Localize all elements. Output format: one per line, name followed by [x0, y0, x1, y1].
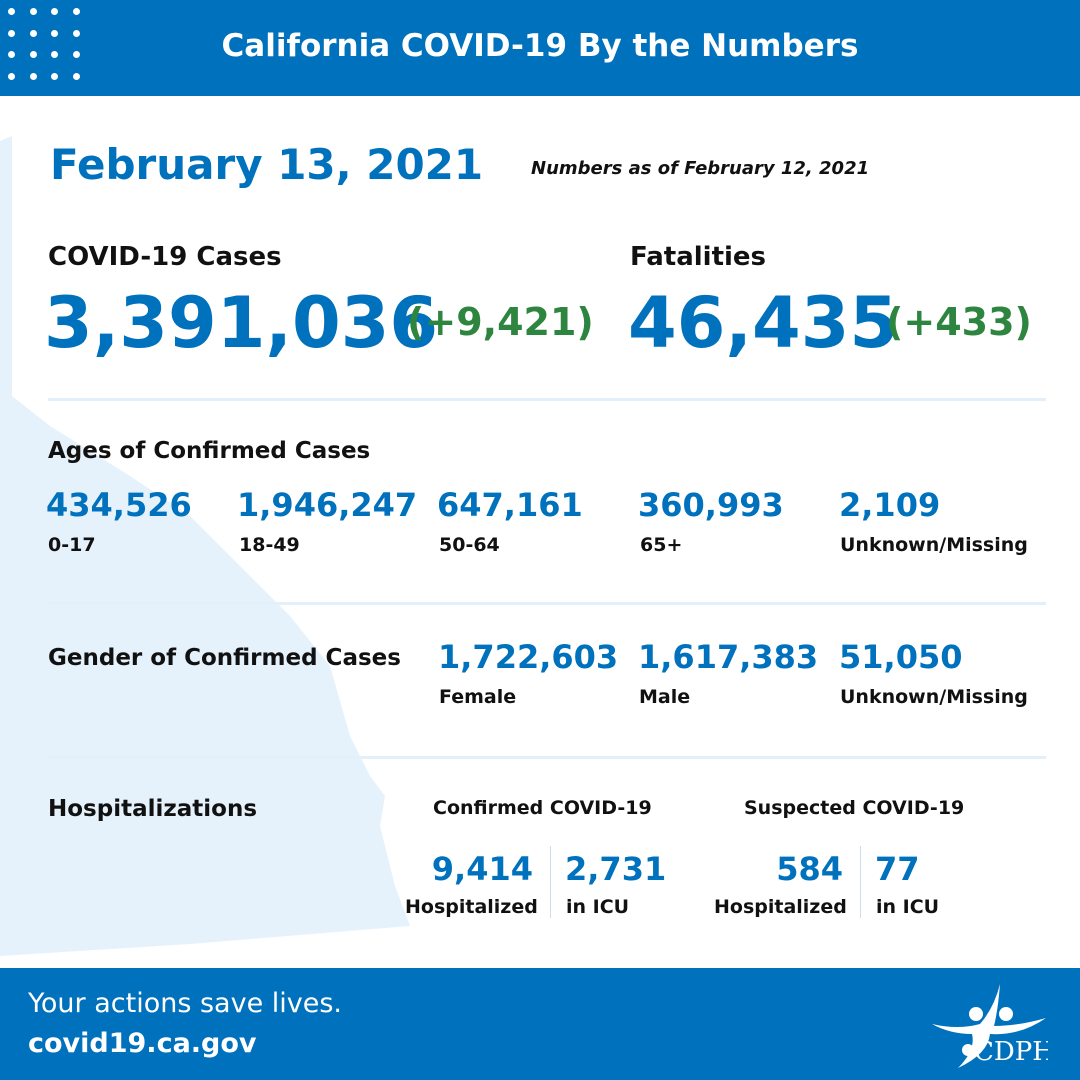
confirmed-heading: Confirmed COVID-19	[433, 797, 652, 819]
age-value: 1,946,247	[237, 486, 418, 524]
dot	[8, 8, 15, 15]
gender-label: Unknown/Missing	[840, 686, 1028, 708]
fatalities-label: Fatalities	[630, 242, 767, 272]
dot	[51, 29, 59, 37]
age-label: 50-64	[439, 534, 500, 556]
dot	[51, 51, 59, 59]
age-label: Unknown/Missing	[840, 534, 1028, 556]
dot-grid-decoration	[8, 8, 88, 88]
dot	[29, 8, 37, 15]
dot	[29, 73, 37, 81]
divider	[550, 846, 551, 918]
fatalities-total: 46,435	[628, 282, 899, 364]
divider	[48, 398, 1046, 401]
cdph-logo-icon: CDPH	[932, 984, 1055, 1068]
dot	[51, 8, 59, 15]
age-value: 647,161	[437, 486, 583, 524]
logo-text: CDPH	[974, 1037, 1048, 1067]
as-of-note: Numbers as of February 12, 2021	[531, 158, 870, 179]
gender-heading: Gender of Confirmed Cases	[48, 645, 401, 671]
website-link[interactable]: covid19.ca.gov	[28, 1028, 257, 1059]
age-label: 18-49	[239, 534, 300, 556]
age-value: 2,109	[839, 486, 941, 524]
cases-total: 3,391,036	[44, 282, 439, 364]
fatalities-change: (+433)	[886, 300, 1032, 344]
age-value: 360,993	[638, 486, 784, 524]
cdph-logo: CDPH	[928, 978, 1055, 1073]
dot	[8, 73, 15, 81]
dot	[73, 51, 81, 59]
suspected-hospitalized-value: 584	[776, 850, 843, 888]
report-date: February 13, 2021	[50, 140, 484, 189]
age-value: 434,526	[46, 486, 192, 524]
confirmed-hospitalized-label: Hospitalized	[405, 896, 538, 918]
gender-value: 51,050	[839, 638, 963, 676]
gender-label: Male	[639, 686, 691, 708]
footer-bar	[0, 968, 1080, 1080]
suspected-heading: Suspected COVID-19	[744, 797, 965, 819]
confirmed-icu-value: 2,731	[565, 850, 667, 888]
suspected-icu-label: in ICU	[876, 896, 940, 918]
age-label: 65+	[640, 534, 683, 556]
tagline: Your actions save lives.	[28, 988, 343, 1019]
dot	[73, 29, 81, 37]
gender-value: 1,617,383	[638, 638, 819, 676]
divider	[48, 602, 1046, 605]
hospitalizations-heading: Hospitalizations	[48, 796, 258, 822]
header-bar	[0, 0, 1080, 96]
gender-label: Female	[439, 686, 517, 708]
dot	[29, 29, 37, 37]
divider	[48, 756, 1046, 759]
cases-change: (+9,421)	[407, 300, 594, 344]
california-map-background	[0, 136, 410, 956]
dot	[73, 73, 81, 81]
confirmed-icu-label: in ICU	[566, 896, 630, 918]
page-title: California COVID-19 By the Numbers	[221, 28, 859, 64]
suspected-hospitalized-label: Hospitalized	[714, 896, 847, 918]
dot	[51, 73, 59, 81]
dot	[29, 51, 37, 59]
cases-label: COVID-19 Cases	[48, 242, 282, 272]
dot	[8, 29, 15, 37]
confirmed-hospitalized-value: 9,414	[431, 850, 533, 888]
suspected-icu-value: 77	[875, 850, 920, 888]
age-label: 0-17	[48, 534, 96, 556]
divider	[860, 846, 861, 918]
dot	[73, 8, 81, 15]
ages-heading: Ages of Confirmed Cases	[48, 438, 371, 464]
dot	[8, 51, 15, 59]
gender-value: 1,722,603	[438, 638, 619, 676]
